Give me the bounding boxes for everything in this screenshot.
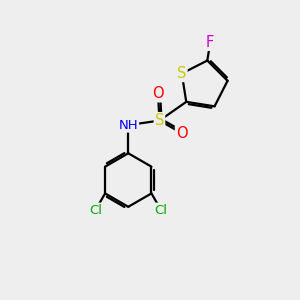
Text: S: S	[177, 66, 187, 81]
Text: O: O	[176, 126, 188, 141]
Text: Cl: Cl	[89, 204, 102, 217]
Text: F: F	[206, 35, 214, 50]
Text: O: O	[152, 86, 164, 101]
Text: S: S	[155, 113, 164, 128]
Text: NH: NH	[118, 118, 138, 132]
Text: Cl: Cl	[154, 204, 168, 217]
